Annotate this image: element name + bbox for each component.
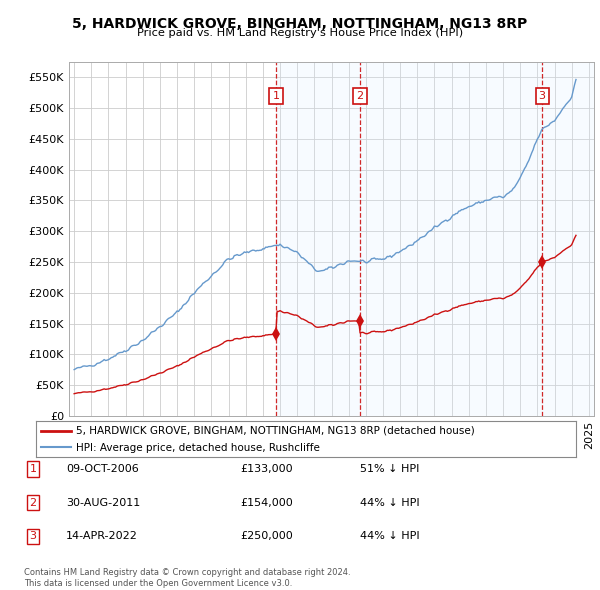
Text: 5, HARDWICK GROVE, BINGHAM, NOTTINGHAM, NG13 8RP (detached house): 5, HARDWICK GROVE, BINGHAM, NOTTINGHAM, … bbox=[77, 426, 475, 436]
Text: £133,000: £133,000 bbox=[240, 464, 293, 474]
Text: 3: 3 bbox=[29, 532, 37, 541]
Text: 5, HARDWICK GROVE, BINGHAM, NOTTINGHAM, NG13 8RP: 5, HARDWICK GROVE, BINGHAM, NOTTINGHAM, … bbox=[73, 17, 527, 31]
Text: 1: 1 bbox=[29, 464, 37, 474]
Bar bbox=[276, 62, 360, 416]
Text: 3: 3 bbox=[539, 91, 545, 101]
Bar bbox=[360, 62, 542, 416]
Text: 2: 2 bbox=[356, 91, 364, 101]
Text: 14-APR-2022: 14-APR-2022 bbox=[66, 532, 138, 541]
Text: 44% ↓ HPI: 44% ↓ HPI bbox=[360, 498, 419, 507]
Text: 44% ↓ HPI: 44% ↓ HPI bbox=[360, 532, 419, 541]
Text: 51% ↓ HPI: 51% ↓ HPI bbox=[360, 464, 419, 474]
Text: £154,000: £154,000 bbox=[240, 498, 293, 507]
Text: HPI: Average price, detached house, Rushcliffe: HPI: Average price, detached house, Rush… bbox=[77, 442, 320, 453]
Text: Contains HM Land Registry data © Crown copyright and database right 2024.
This d: Contains HM Land Registry data © Crown c… bbox=[24, 568, 350, 588]
Text: 2: 2 bbox=[29, 498, 37, 507]
Text: 09-OCT-2006: 09-OCT-2006 bbox=[66, 464, 139, 474]
Text: Price paid vs. HM Land Registry's House Price Index (HPI): Price paid vs. HM Land Registry's House … bbox=[137, 28, 463, 38]
Text: 30-AUG-2011: 30-AUG-2011 bbox=[66, 498, 140, 507]
Text: £250,000: £250,000 bbox=[240, 532, 293, 541]
Bar bbox=[542, 62, 594, 416]
Text: 1: 1 bbox=[272, 91, 280, 101]
